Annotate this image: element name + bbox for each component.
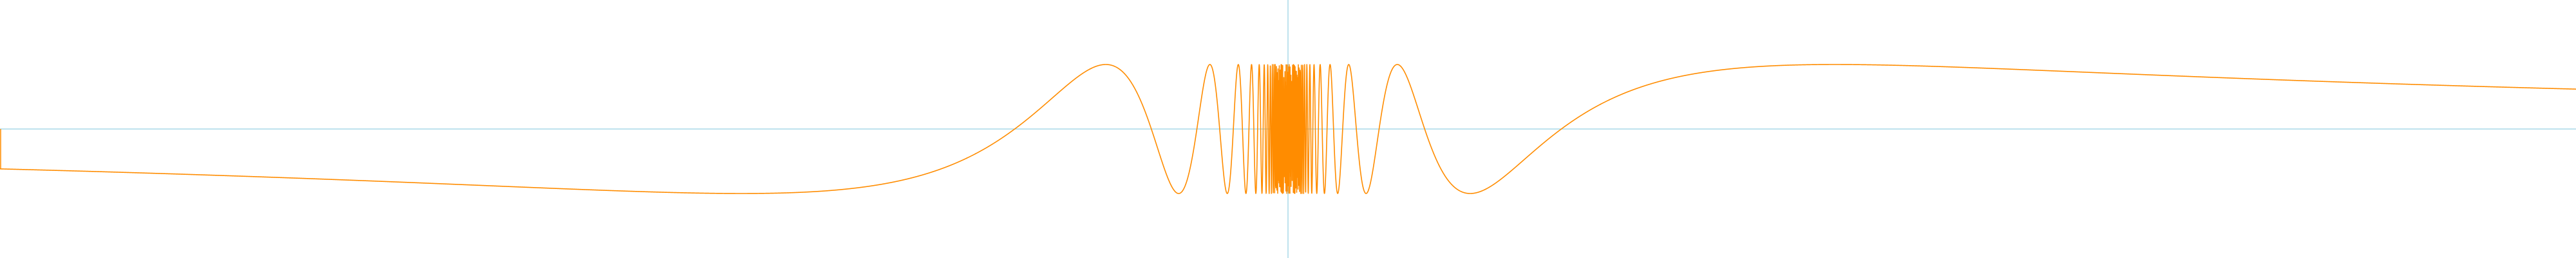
series-line — [0, 64, 2576, 194]
